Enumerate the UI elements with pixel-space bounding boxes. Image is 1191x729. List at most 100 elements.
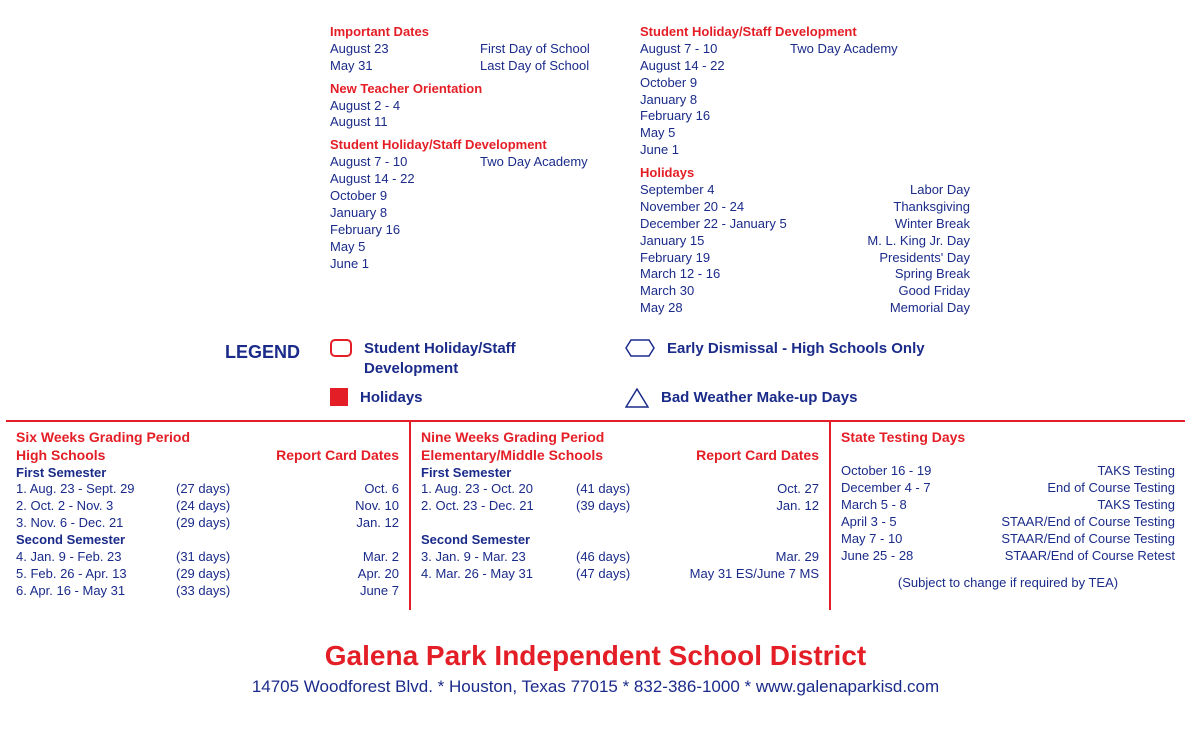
test-k: June 25 - 28 — [841, 548, 913, 565]
legend-text: Bad Weather Make-up Days — [661, 388, 857, 408]
gp-b: (41 days) — [576, 481, 651, 498]
holidays-body: September 4Labor Day November 20 - 24Tha… — [640, 182, 990, 317]
orientation-line: August 2 - 4 — [330, 98, 640, 115]
triangle-icon — [625, 388, 649, 408]
gp-b: (29 days) — [176, 566, 256, 583]
footer: Galena Park Independent School District … — [0, 638, 1191, 698]
gp-a: 3. Nov. 6 - Dec. 21 — [16, 515, 176, 532]
gp-a: 1. Aug. 23 - Sept. 29 — [16, 481, 176, 498]
important-row-k: August 23 — [330, 41, 480, 58]
holiday-k: March 12 - 16 — [640, 266, 815, 283]
orientation-title: New Teacher Orientation — [330, 81, 640, 98]
staffdev2-line: August 14 - 22 — [640, 58, 990, 75]
test-k: October 16 - 19 — [841, 463, 931, 480]
test-v: STAAR/End of Course Testing — [1001, 514, 1175, 531]
six-sub: High Schools — [16, 446, 105, 464]
six-sem1: First Semester — [16, 465, 399, 482]
staffdev2-line: February 16 — [640, 108, 990, 125]
staffdev2-row-k: August 7 - 10 — [640, 41, 790, 58]
gp-a: 1. Aug. 23 - Oct. 20 — [421, 481, 576, 498]
nine-sem1: First Semester — [421, 465, 819, 482]
staffdev2-line: June 1 — [640, 142, 990, 159]
holiday-k: December 22 - January 5 — [640, 216, 815, 233]
gp-a: 2. Oct. 2 - Nov. 3 — [16, 498, 176, 515]
nine-title: Nine Weeks Grading Period — [421, 428, 819, 446]
gp-c: Jan. 12 — [651, 498, 819, 515]
gp-b: (31 days) — [176, 549, 256, 566]
important-dates-body: August 23First Day of School May 31Last … — [330, 41, 640, 75]
test-k: April 3 - 5 — [841, 514, 897, 531]
testing-note: (Subject to change if required by TEA) — [841, 575, 1175, 592]
gp-b: (29 days) — [176, 515, 256, 532]
important-row-v: Last Day of School — [480, 58, 589, 75]
top-info: Important Dates August 23First Day of Sc… — [0, 0, 1191, 321]
gp-a: 3. Jan. 9 - Mar. 23 — [421, 549, 576, 566]
important-row-v: First Day of School — [480, 41, 590, 58]
legend-item: Student Holiday/Staff Development — [330, 339, 625, 378]
footer-title: Galena Park Independent School District — [0, 638, 1191, 674]
gp-c: Mar. 29 — [651, 549, 819, 566]
holiday-k: March 30 — [640, 283, 815, 300]
holiday-k: September 4 — [640, 182, 815, 199]
holiday-v: Winter Break — [815, 216, 990, 233]
staffdev1-line: January 8 — [330, 205, 640, 222]
test-v: TAKS Testing — [1097, 497, 1175, 514]
gp-c: Oct. 6 — [256, 481, 399, 498]
test-v: TAKS Testing — [1097, 463, 1175, 480]
staffdev1-row-v: Two Day Academy — [480, 154, 588, 171]
test-v: STAAR/End of Course Retest — [1005, 548, 1175, 565]
gp-b: (46 days) — [576, 549, 651, 566]
top-column-right: Student Holiday/Staff Development August… — [640, 18, 990, 321]
holiday-v: Good Friday — [815, 283, 990, 300]
important-row-k: May 31 — [330, 58, 480, 75]
gp-c: Oct. 27 — [651, 481, 819, 498]
legend: LEGEND Student Holiday/Staff Development… — [0, 321, 1191, 420]
gp-c: Jan. 12 — [256, 515, 399, 532]
gp-c: Nov. 10 — [256, 498, 399, 515]
gp-a: 4. Mar. 26 - May 31 — [421, 566, 576, 583]
gp-c: June 7 — [256, 583, 399, 600]
testing-panel: State Testing Days October 16 - 19TAKS T… — [831, 422, 1185, 610]
legend-text: Student Holiday/Staff Development — [364, 339, 584, 378]
nine-report: Report Card Dates — [696, 446, 819, 464]
staffdev1-line: August 14 - 22 — [330, 171, 640, 188]
gp-a: 2. Oct. 23 - Dec. 21 — [421, 498, 576, 515]
gp-c: Apr. 20 — [256, 566, 399, 583]
holiday-v: Presidents' Day — [815, 250, 990, 267]
top-spacer — [0, 18, 330, 321]
test-k: May 7 - 10 — [841, 531, 902, 548]
legend-item: Holidays — [330, 388, 625, 408]
nine-weeks-panel: Nine Weeks Grading Period Elementary/Mid… — [411, 422, 831, 610]
holidays-title: Holidays — [640, 165, 990, 182]
holiday-v: Spring Break — [815, 266, 990, 283]
staffdev2-body: August 7 - 10Two Day Academy August 14 -… — [640, 41, 990, 159]
gp-b: (24 days) — [176, 498, 256, 515]
staffdev2-title: Student Holiday/Staff Development — [640, 24, 990, 41]
staffdev2-line: January 8 — [640, 92, 990, 109]
holiday-v: Memorial Day — [815, 300, 990, 317]
staffdev1-body: August 7 - 10Two Day Academy August 14 -… — [330, 154, 640, 272]
legend-item: Early Dismissal - High Schools Only — [625, 339, 1191, 378]
legend-item: Bad Weather Make-up Days — [625, 388, 1191, 408]
gp-b: (47 days) — [576, 566, 651, 583]
legend-grid: Student Holiday/Staff Development Early … — [330, 339, 1191, 408]
holiday-v: Labor Day — [815, 182, 990, 199]
gp-a: 6. Apr. 16 - May 31 — [16, 583, 176, 600]
staffdev2-line: May 5 — [640, 125, 990, 142]
footer-sub: 14705 Woodforest Blvd. * Houston, Texas … — [0, 676, 1191, 698]
holiday-k: February 19 — [640, 250, 815, 267]
gp-b: (39 days) — [576, 498, 651, 515]
gp-c: Mar. 2 — [256, 549, 399, 566]
holiday-v: M. L. King Jr. Day — [815, 233, 990, 250]
test-v: STAAR/End of Course Testing — [1001, 531, 1175, 548]
legend-text: Holidays — [360, 388, 423, 408]
orientation-line: August 11 — [330, 114, 640, 131]
six-sem2: Second Semester — [16, 532, 399, 549]
gp-b: (27 days) — [176, 481, 256, 498]
test-k: March 5 - 8 — [841, 497, 907, 514]
gp-a: 5. Feb. 26 - Apr. 13 — [16, 566, 176, 583]
filled-square-icon — [330, 388, 348, 406]
staffdev1-row-k: August 7 - 10 — [330, 154, 480, 171]
grading-panels: Six Weeks Grading Period High Schools Re… — [6, 420, 1185, 610]
holiday-v: Thanksgiving — [815, 199, 990, 216]
